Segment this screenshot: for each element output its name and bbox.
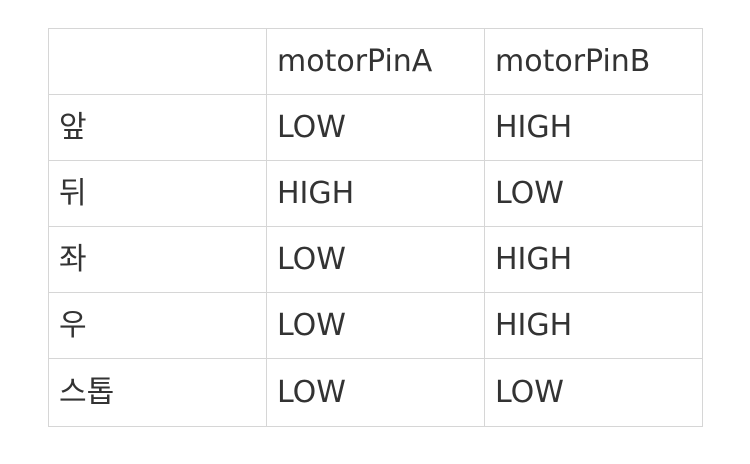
header-cell-direction: [48, 28, 267, 95]
motor-pin-b-cell: LOW: [484, 358, 703, 427]
motor-pin-table: motorPinA motorPinB 앞 LOW HIGH 뒤 HIGH LO…: [48, 28, 703, 427]
motor-pin-a-cell: LOW: [266, 226, 485, 293]
header-cell-motor-pin-b: motorPinB: [484, 28, 703, 95]
header-cell-motor-pin-a: motorPinA: [266, 28, 485, 95]
direction-cell: 앞: [48, 94, 267, 161]
motor-pin-a-cell: HIGH: [266, 160, 485, 227]
direction-cell: 뒤: [48, 160, 267, 227]
motor-pin-a-cell: LOW: [266, 94, 485, 161]
table-header-row: motorPinA motorPinB: [48, 28, 703, 95]
direction-cell: 좌: [48, 226, 267, 293]
table-row: 앞 LOW HIGH: [48, 94, 703, 161]
motor-pin-b-cell: HIGH: [484, 226, 703, 293]
direction-cell: 우: [48, 292, 267, 359]
table-row: 우 LOW HIGH: [48, 292, 703, 359]
motor-pin-a-cell: LOW: [266, 358, 485, 427]
table-row: 스톱 LOW LOW: [48, 358, 703, 427]
motor-pin-b-cell: HIGH: [484, 292, 703, 359]
motor-pin-b-cell: HIGH: [484, 94, 703, 161]
motor-pin-b-cell: LOW: [484, 160, 703, 227]
table-row: 뒤 HIGH LOW: [48, 160, 703, 227]
motor-pin-a-cell: LOW: [266, 292, 485, 359]
table-row: 좌 LOW HIGH: [48, 226, 703, 293]
direction-cell: 스톱: [48, 358, 267, 427]
